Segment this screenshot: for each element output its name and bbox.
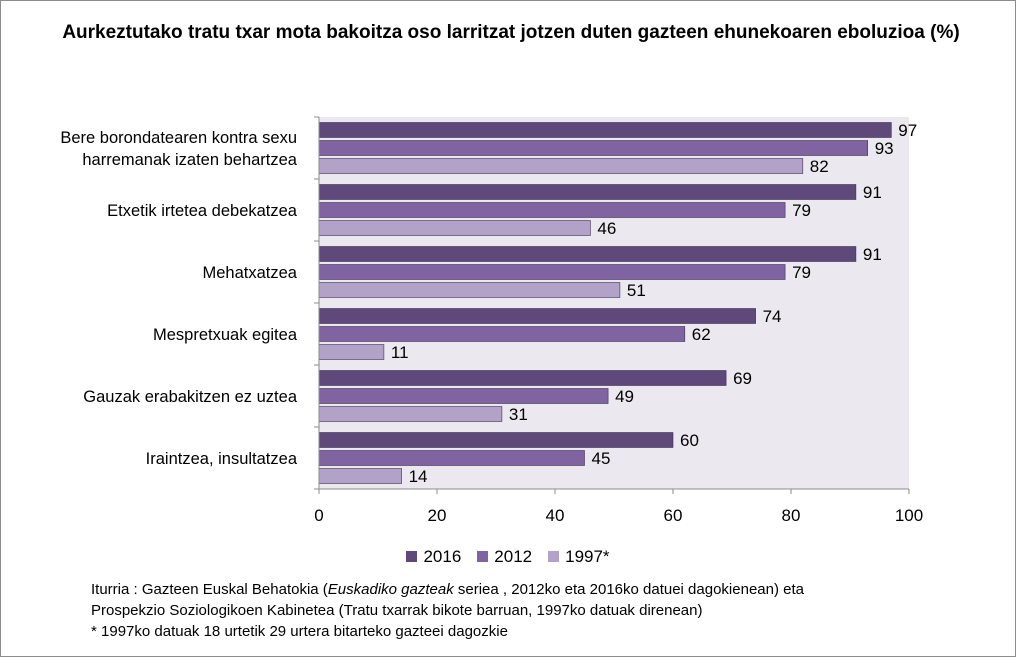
data-label: 49 — [615, 387, 634, 406]
x-tick-label: 0 — [314, 506, 323, 525]
bar — [318, 370, 727, 386]
bar — [318, 158, 804, 174]
data-label: 91 — [863, 245, 882, 264]
bar — [318, 202, 786, 218]
bar — [318, 450, 585, 466]
category-label: Mehatxatzea — [203, 264, 298, 282]
data-label: 11 — [391, 343, 409, 362]
legend-swatch — [548, 551, 560, 563]
x-tick-label: 100 — [895, 506, 923, 525]
bar — [318, 264, 786, 280]
bar — [318, 122, 892, 138]
x-tick-label: 80 — [782, 506, 801, 525]
legend-swatch — [406, 551, 418, 563]
bar — [318, 344, 385, 360]
data-label: 46 — [597, 219, 616, 238]
source-line-1: Iturria : Gazteen Euskal Behatokia (Eusk… — [91, 579, 991, 600]
bar — [318, 388, 609, 404]
bar — [318, 184, 857, 200]
legend-item: 2012 — [477, 547, 532, 567]
bar — [318, 432, 674, 448]
data-label: 62 — [692, 325, 711, 344]
data-label: 79 — [792, 263, 811, 282]
x-tick-label: 60 — [664, 506, 683, 525]
bar — [318, 220, 591, 236]
bar — [318, 308, 756, 324]
legend-item: 2016 — [406, 547, 461, 567]
legend-item: 1997* — [548, 547, 610, 567]
data-label: 69 — [733, 369, 752, 388]
legend-label: 2016 — [423, 547, 462, 566]
bar — [318, 246, 857, 262]
x-tick-label: 20 — [428, 506, 447, 525]
bar — [318, 140, 869, 156]
category-label: Bere borondatearen kontra sexu — [60, 129, 297, 147]
bar — [318, 282, 621, 298]
legend: 2016 2012 1997* — [1, 547, 1015, 567]
source-suffix: seriea , 2012ko eta 2016ko datuei dagoki… — [453, 581, 804, 598]
legend-label: 2012 — [494, 547, 533, 566]
category-label: Gauzak erabakitzen ez uztea — [83, 388, 298, 406]
category-label: Iraintzea, insultatzea — [146, 450, 298, 468]
data-label: 45 — [592, 449, 611, 468]
source-note-asterisk: * 1997ko datuak 18 urtetik 29 urtera bit… — [91, 623, 508, 640]
source-italic: Euskadiko gazteak — [327, 581, 454, 598]
data-label: 31 — [509, 405, 528, 424]
category-label: harremanak izaten behartzea — [82, 151, 297, 169]
data-label: 97 — [898, 121, 917, 140]
bar — [318, 406, 503, 422]
source-note: Iturria : Gazteen Euskal Behatokia (Eusk… — [91, 579, 991, 642]
data-label: 14 — [409, 467, 428, 486]
data-label: 91 — [863, 183, 882, 202]
legend-swatch — [477, 551, 489, 563]
data-label: 79 — [792, 201, 811, 220]
plot-area — [319, 117, 909, 489]
data-label: 93 — [875, 139, 894, 158]
data-label: 51 — [627, 281, 646, 300]
data-label: 82 — [810, 157, 829, 176]
category-label: Mespretxuak egitea — [153, 326, 298, 344]
source-prefix: Iturria : Gazteen Euskal Behatokia ( — [91, 581, 328, 598]
chart-title: Aurkeztutako tratu txar mota bakoitza os… — [62, 22, 960, 43]
bar — [318, 468, 402, 484]
bar — [318, 326, 686, 342]
data-label: 60 — [680, 431, 699, 450]
data-label: 74 — [763, 307, 782, 326]
source-line-2: Prospekzio Soziologikoen Kabinetea (Trat… — [91, 602, 703, 619]
category-label: Etxetik irtetea debekatzea — [107, 202, 298, 220]
x-tick-label: 40 — [546, 506, 565, 525]
legend-label: 1997* — [565, 547, 610, 566]
